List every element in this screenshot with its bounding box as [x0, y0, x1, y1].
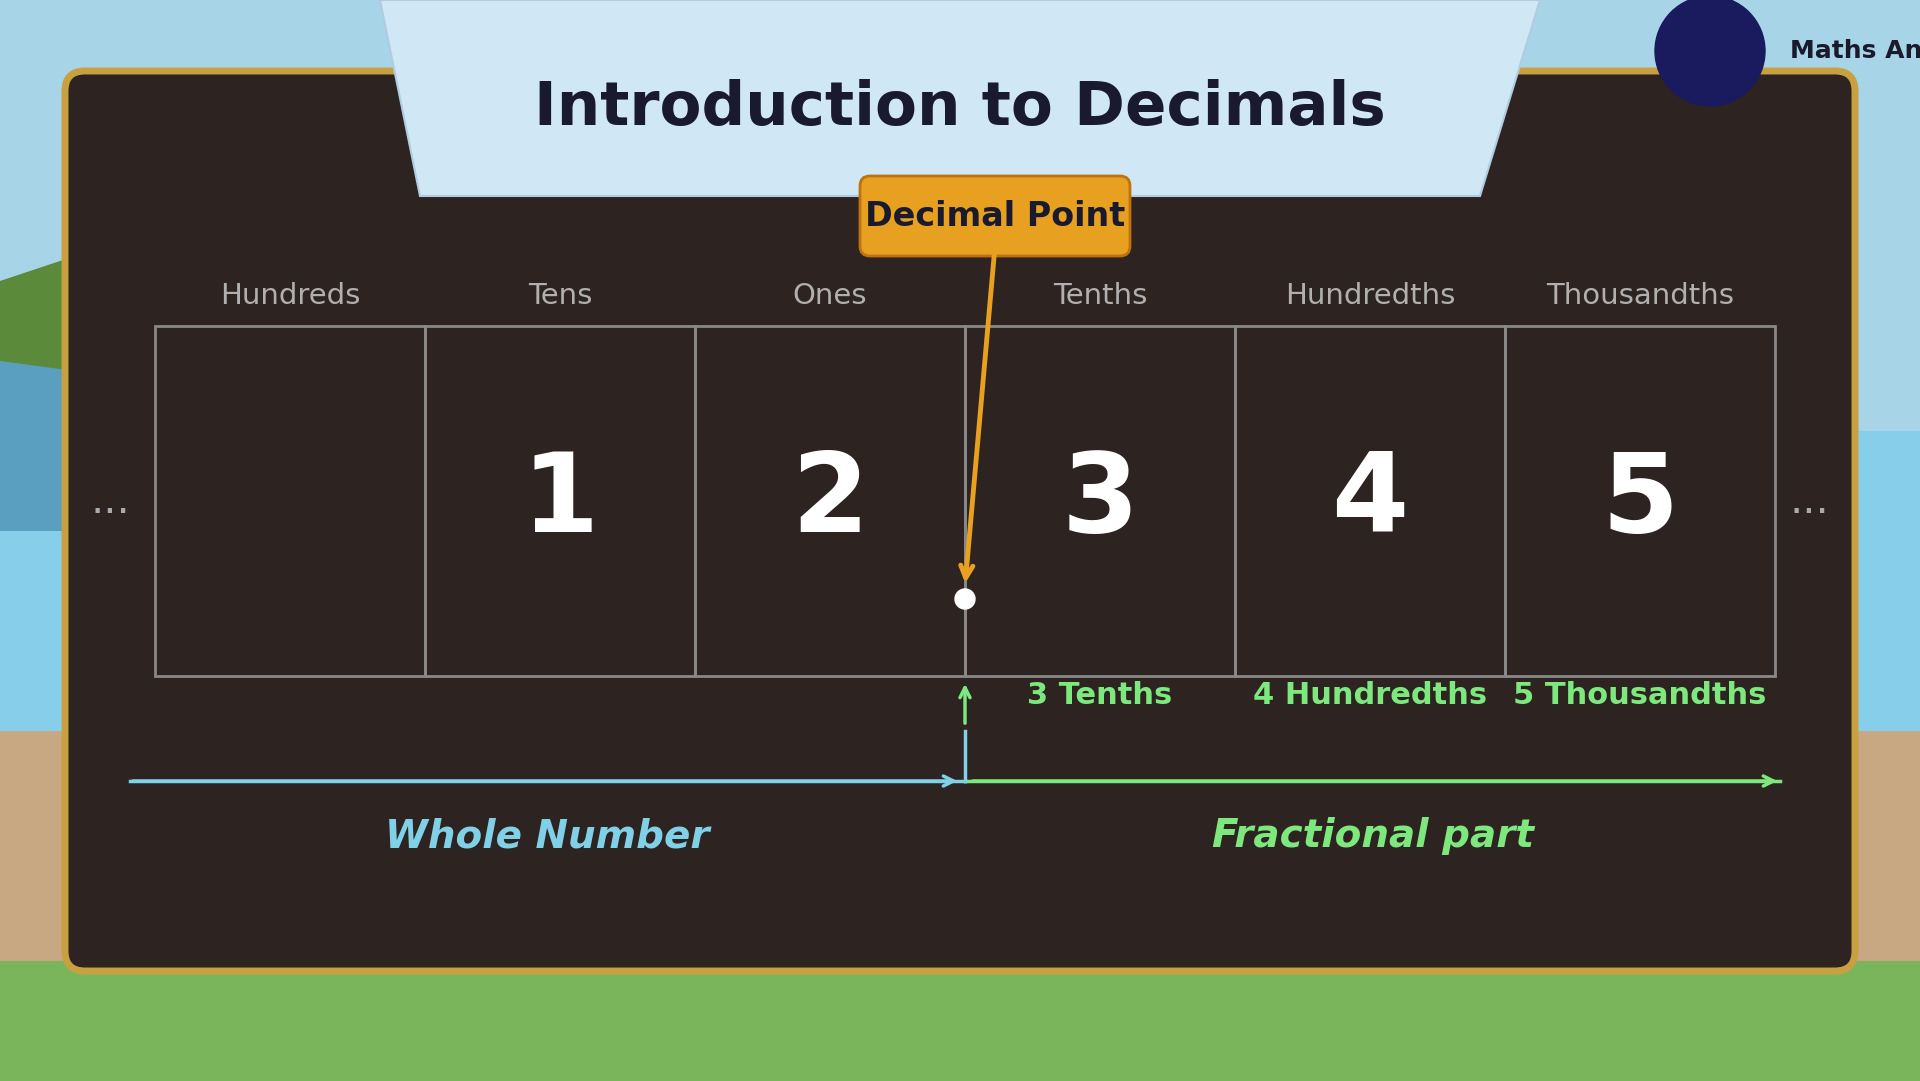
FancyBboxPatch shape: [65, 71, 1855, 971]
Bar: [0, 0, 1920, 431]
Text: 5 Thousandths: 5 Thousandths: [1513, 681, 1766, 710]
Bar: [966, 326, 1235, 676]
Text: 4: 4: [1331, 448, 1409, 555]
Bar: [1505, 326, 1774, 676]
Polygon shape: [380, 0, 1540, 196]
Text: ...: ...: [1789, 480, 1830, 522]
Text: Tenths: Tenths: [1052, 282, 1146, 310]
Text: Thousandths: Thousandths: [1546, 282, 1734, 310]
Text: Introduction to Decimals: Introduction to Decimals: [534, 80, 1386, 138]
Polygon shape: [0, 231, 449, 531]
Text: Whole Number: Whole Number: [386, 817, 710, 855]
Text: Hundredths: Hundredths: [1284, 282, 1455, 310]
Text: 5: 5: [1601, 448, 1678, 555]
Text: 2: 2: [791, 448, 868, 555]
Text: Tens: Tens: [528, 282, 591, 310]
Text: Hundreds: Hundreds: [219, 282, 361, 310]
Text: 3: 3: [1062, 448, 1139, 555]
Text: Maths Angel: Maths Angel: [1789, 39, 1920, 63]
Bar: [0, 731, 1920, 1081]
Bar: [0, 961, 1920, 1081]
Text: ...: ...: [90, 480, 131, 522]
Bar: [695, 326, 966, 676]
Bar: [424, 326, 695, 676]
Circle shape: [1655, 0, 1764, 106]
Polygon shape: [0, 361, 449, 531]
Text: Ones: Ones: [793, 282, 868, 310]
Text: 3 Tenths: 3 Tenths: [1027, 681, 1173, 710]
Bar: [156, 326, 424, 676]
Bar: [1235, 326, 1505, 676]
Circle shape: [954, 589, 975, 609]
Text: Fractional part: Fractional part: [1212, 817, 1534, 855]
Text: 1: 1: [522, 448, 599, 555]
Text: Decimal Point: Decimal Point: [864, 200, 1125, 232]
Bar: [0, 0, 1920, 531]
Text: 4 Hundredths: 4 Hundredths: [1254, 681, 1488, 710]
FancyBboxPatch shape: [860, 176, 1131, 256]
